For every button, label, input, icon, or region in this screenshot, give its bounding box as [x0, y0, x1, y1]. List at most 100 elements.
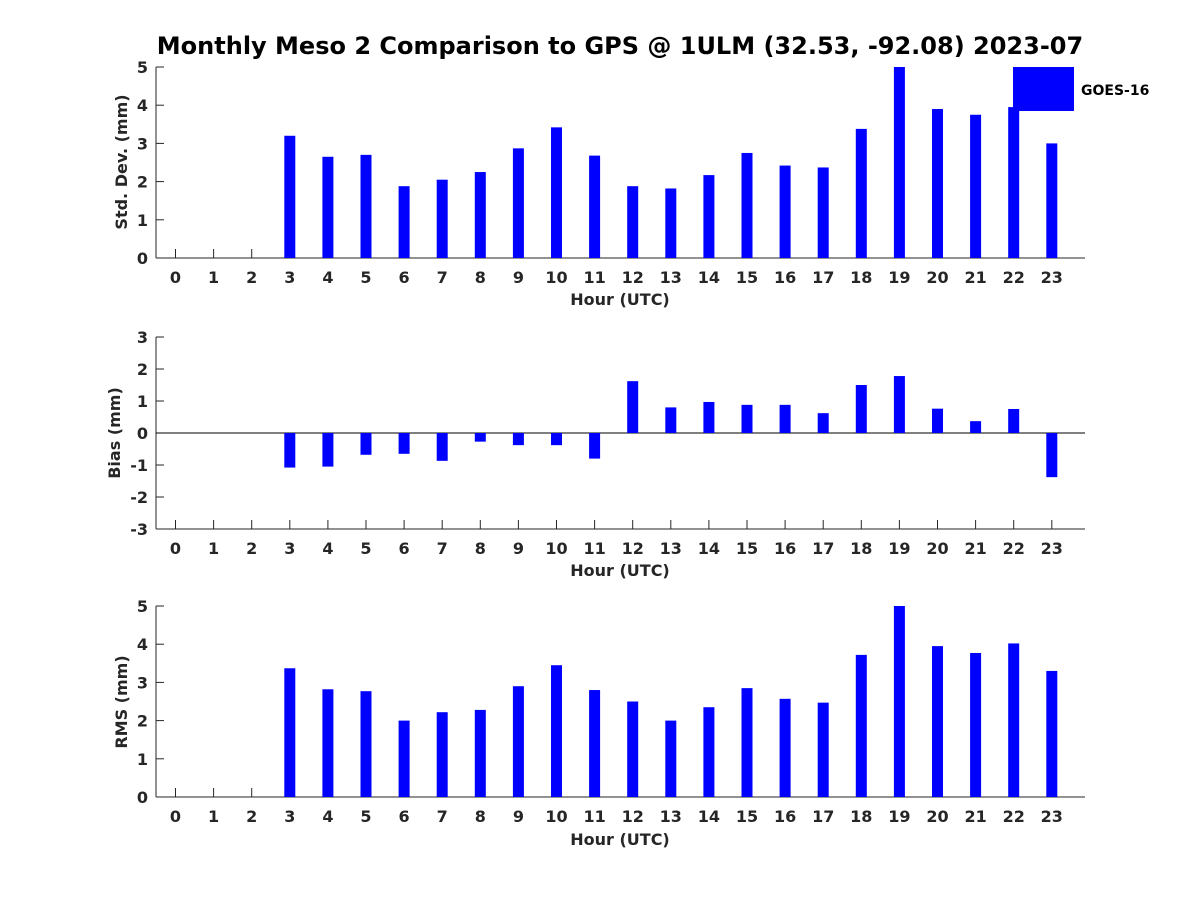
- rms-x-tick-label: 19: [888, 807, 910, 826]
- bias-y-tick-label: 1: [137, 392, 148, 411]
- std-dev-bar-hour-17: [817, 167, 829, 258]
- rms-bar-hour-20: [932, 646, 943, 797]
- rms-x-tick-label: 2: [246, 807, 257, 826]
- rms-bar-hour-14: [703, 707, 715, 797]
- bias-x-tick-label: 23: [1041, 539, 1063, 558]
- bias-x-tick-label: 4: [322, 539, 333, 558]
- rms-x-tick-label: 15: [736, 807, 758, 826]
- std-dev-bar-hour-8: [474, 172, 486, 258]
- legend: GOES-16: [1013, 67, 1149, 111]
- std-dev-x-tick-label: 0: [170, 268, 181, 287]
- bias-y-tick-label: 3: [137, 328, 148, 347]
- rms-bar-hour-10: [551, 665, 562, 797]
- legend-label: GOES-16: [1081, 83, 1149, 99]
- rms-x-tick-label: 22: [1003, 807, 1025, 826]
- rms-x-tick-label: 0: [170, 807, 181, 826]
- std-dev-x-tick-label: 15: [736, 268, 758, 287]
- rms-x-tick-label: 20: [926, 807, 948, 826]
- rms-y-tick-label: 0: [137, 788, 148, 807]
- std-dev-x-axis-label: Hour (UTC): [570, 290, 670, 309]
- bias-y-tick-label: 2: [137, 360, 148, 379]
- rms-bar-hour-13: [665, 720, 677, 797]
- rms-bar-hour-19: [893, 606, 905, 797]
- rms-y-tick-label: 4: [137, 635, 148, 654]
- std-dev-y-tick-label: 4: [137, 96, 148, 115]
- std-dev-x-tick-label: 19: [888, 268, 910, 287]
- bias-x-tick-label: 9: [513, 539, 524, 558]
- bias-bar-hour-14: [703, 401, 715, 433]
- rms-x-tick-label: 23: [1041, 807, 1063, 826]
- bias-x-tick-label: 15: [736, 539, 758, 558]
- std-dev-bar-hour-9: [512, 148, 524, 258]
- std-dev-y-tick-label: 1: [137, 211, 148, 230]
- std-dev-bar-hour-12: [627, 186, 639, 258]
- std-dev-x-tick-label: 16: [774, 268, 796, 287]
- bias-y-tick-label: 0: [137, 424, 148, 443]
- rms-bar-hour-4: [322, 689, 334, 797]
- bias-x-tick-label: 16: [774, 539, 796, 558]
- bias-x-tick-label: 10: [545, 539, 567, 558]
- bias-x-tick-label: 18: [850, 539, 872, 558]
- bias-x-tick-label: 22: [1003, 539, 1025, 558]
- rms-y-tick-label: 1: [137, 750, 148, 769]
- rms-x-tick-label: 9: [513, 807, 524, 826]
- std-dev-bar-hour-11: [589, 155, 601, 258]
- rms-bar-hour-7: [436, 712, 448, 797]
- std-dev-bar-hour-18: [855, 128, 867, 258]
- std-dev-x-tick-label: 13: [660, 268, 682, 287]
- std-dev-bar-hour-16: [779, 165, 791, 258]
- rms-bar-hour-12: [627, 701, 639, 797]
- bias-bar-hour-19: [893, 376, 905, 433]
- rms-bar-hour-23: [1046, 670, 1058, 797]
- bias-x-tick-label: 11: [583, 539, 605, 558]
- bias-x-tick-label: 13: [660, 539, 682, 558]
- rms-x-tick-label: 7: [437, 807, 448, 826]
- bias-bar-hour-10: [551, 433, 562, 446]
- rms-bar-hour-9: [512, 686, 524, 797]
- std-dev-bar-hour-4: [322, 156, 334, 258]
- bias-bar-hour-7: [436, 433, 448, 461]
- bias-y-tick-label: -3: [130, 520, 148, 539]
- rms-bar-hour-17: [817, 702, 829, 797]
- rms-y-axis-label: RMS (mm): [112, 655, 131, 748]
- bias-x-tick-label: 14: [698, 539, 720, 558]
- std-dev-x-tick-label: 22: [1003, 268, 1025, 287]
- rms-x-tick-label: 1: [208, 807, 219, 826]
- bias-bar-hour-5: [360, 433, 372, 455]
- bias-x-tick-label: 0: [170, 539, 181, 558]
- rms-x-tick-label: 5: [360, 807, 371, 826]
- rms-bar-hour-5: [360, 691, 372, 797]
- bias-bar-hour-6: [398, 433, 410, 454]
- rms-x-axis-label: Hour (UTC): [570, 830, 670, 849]
- std-dev-x-tick-label: 3: [284, 268, 295, 287]
- std-dev-x-tick-label: 4: [322, 268, 333, 287]
- std-dev-y-tick-label: 0: [137, 249, 148, 268]
- rms-y-tick-label: 2: [137, 712, 148, 731]
- bias-bar-hour-3: [284, 433, 296, 468]
- std-dev-x-tick-label: 2: [246, 268, 257, 287]
- bias-x-tick-label: 1: [208, 539, 219, 558]
- bias-x-tick-label: 17: [812, 539, 834, 558]
- bias-y-axis-label: Bias (mm): [105, 387, 124, 479]
- rms-x-tick-label: 12: [622, 807, 644, 826]
- std-dev-x-tick-label: 21: [964, 268, 986, 287]
- rms-x-tick-label: 16: [774, 807, 796, 826]
- std-dev-x-tick-label: 10: [545, 268, 567, 287]
- rms-bar-hour-21: [970, 652, 982, 797]
- bias-x-tick-label: 19: [888, 539, 910, 558]
- bias-y-tick-label: -2: [130, 488, 148, 507]
- std-dev-x-tick-label: 8: [475, 268, 486, 287]
- rms-bar-hour-11: [589, 690, 601, 797]
- bias-x-tick-label: 5: [360, 539, 371, 558]
- std-dev-bar-hour-20: [932, 109, 943, 259]
- rms-bar-hour-15: [741, 688, 753, 797]
- std-dev-bar-hour-3: [284, 135, 296, 258]
- rms-x-tick-label: 21: [964, 807, 986, 826]
- bias-x-tick-label: 6: [399, 539, 410, 558]
- bias-x-tick-label: 3: [284, 539, 295, 558]
- std-dev-x-tick-label: 20: [926, 268, 948, 287]
- std-dev-x-tick-label: 17: [812, 268, 834, 287]
- std-dev-y-tick-label: 2: [137, 173, 148, 192]
